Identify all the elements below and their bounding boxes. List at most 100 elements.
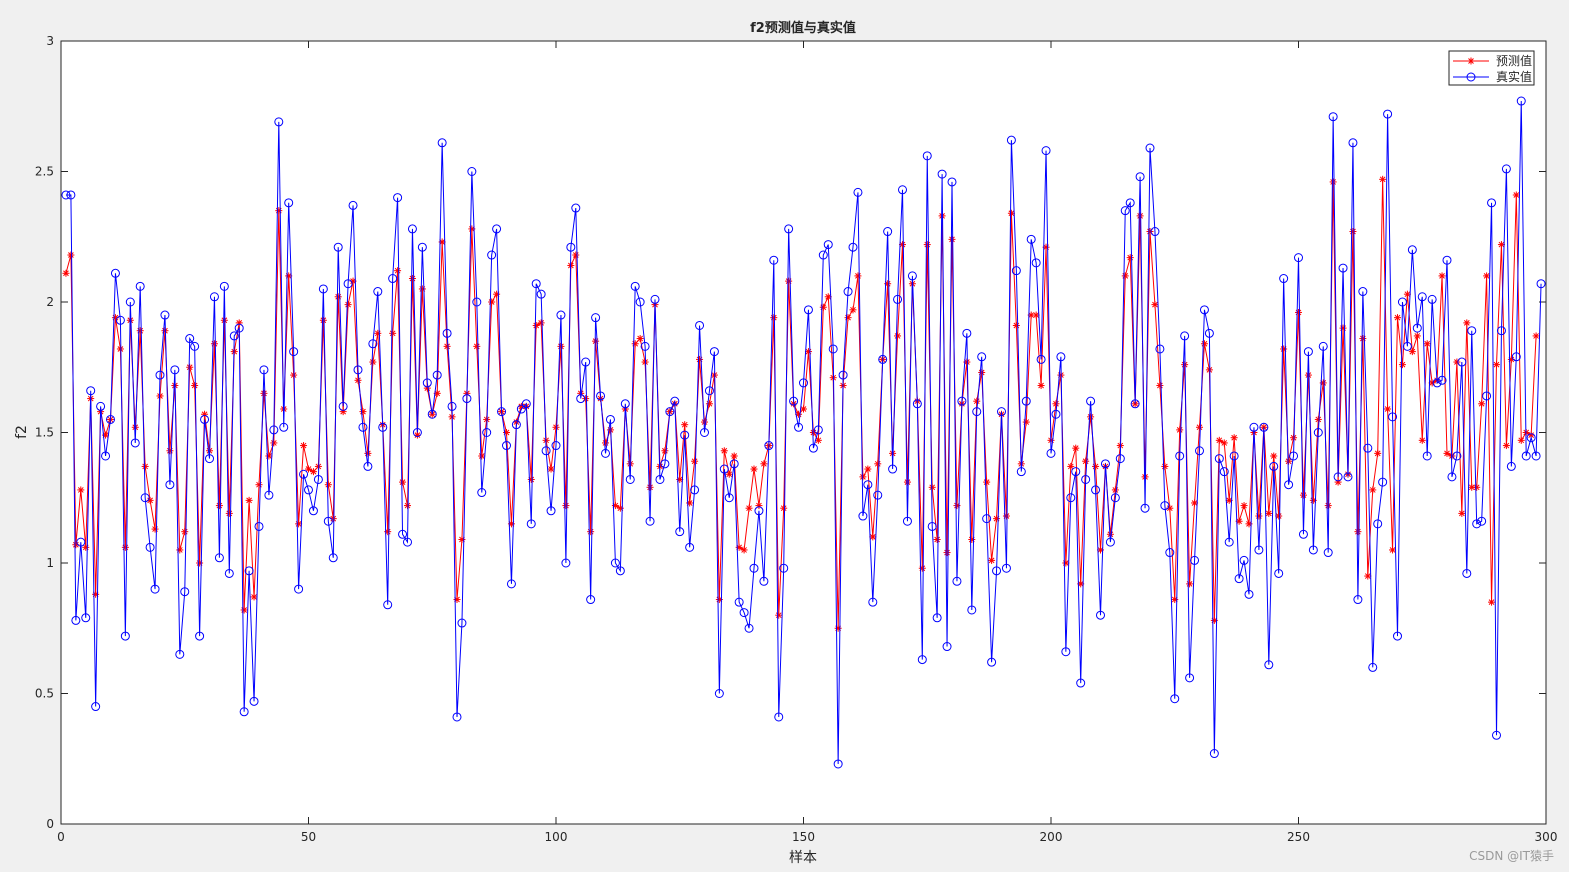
data-point-asterisk [1186,580,1194,588]
data-point-asterisk [1166,504,1174,512]
data-point-asterisk [903,478,911,486]
data-point-circle [239,707,249,717]
data-point-circle [190,341,200,351]
data-point-asterisk [918,564,926,572]
data-point-circle [992,566,1002,576]
data-point-circle [1294,253,1303,263]
data-point-asterisk [894,332,902,340]
data-point-circle [937,169,947,179]
data-point-circle [987,657,997,667]
data-point-circle [180,587,190,597]
data-point-asterisk [602,439,609,447]
legend-item: 真实值 [1453,69,1532,84]
data-point-circle [670,396,680,406]
data-point-asterisk [136,327,144,335]
data-point-circle [323,516,333,526]
data-point-circle [1056,352,1066,362]
legend-item: 预测值 [1453,53,1532,68]
data-point-asterisk [745,504,753,512]
x-axis-ticks: 0 50 100 150 200 250 300 [57,41,1557,844]
data-point-circle [759,576,769,586]
data-point-circle [734,597,744,607]
data-point-asterisk [552,423,560,431]
data-point-circle [1526,433,1536,443]
data-point-asterisk [1215,436,1223,444]
data-point-circle [1254,545,1264,555]
data-point-circle [427,409,437,419]
data-point-circle [160,310,170,320]
data-point-circle [308,506,318,516]
data-point-circle [403,537,412,547]
data-point-circle [1466,72,1476,82]
data-point-circle [917,655,927,665]
data-point-asterisk [1423,340,1431,348]
data-point-circle [447,401,457,411]
data-point-asterisk [681,421,689,429]
data-point-asterisk [785,277,793,285]
data-point-asterisk [220,316,228,324]
data-point-circle [1323,548,1333,558]
x-tick-label: 50 [301,830,316,844]
data-point-asterisk [394,267,402,275]
data-point-circle [1318,341,1328,351]
data-point-asterisk [300,442,308,450]
data-point-circle [912,399,922,409]
data-point-circle [353,365,363,375]
data-point-circle [358,422,368,432]
data-point-asterisk [141,462,149,470]
data-point-asterisk [1438,272,1446,280]
data-point-asterisk [488,298,496,306]
data-point-circle [1234,574,1244,584]
y-tick-label: 0 [46,817,54,831]
data-point-circle [1482,391,1492,401]
data-point-circle [1328,112,1338,122]
data-point-circle [437,138,447,148]
data-point-circle [1536,279,1546,289]
data-point-circle [1462,568,1472,578]
data-point-circle [813,425,823,435]
data-point-asterisk [354,376,362,384]
data-point-circle [1219,467,1229,477]
data-point-circle [680,430,690,440]
data-point-asterisk [181,528,189,536]
data-point-circle [620,399,630,409]
data-point-asterisk [988,556,996,564]
data-point-circle [1160,501,1170,511]
data-point-asterisk [725,470,733,478]
data-point-circle [571,203,581,213]
data-point-circle [1338,263,1348,273]
data-point-circle [1313,428,1323,437]
data-point-asterisk [146,496,154,504]
data-point-circle [101,451,111,461]
data-point-asterisk [646,483,654,491]
data-point-asterisk [305,465,312,473]
series-markers [61,96,1546,769]
data-point-asterisk [1196,423,1203,431]
data-point-asterisk [631,340,639,348]
data-point-circle [1348,138,1358,148]
data-point-asterisk [418,285,426,293]
data-point-asterisk [587,528,595,536]
data-point-asterisk [1067,462,1075,470]
data-point-circle [1427,294,1437,304]
data-point-asterisk [478,452,486,460]
data-point-circle [393,193,403,203]
data-point-circle [373,287,383,297]
data-point-circle [289,347,299,357]
data-point-circle [294,584,304,594]
data-point-asterisk [319,316,327,324]
data-point-circle [962,328,972,338]
data-point-circle [120,631,130,641]
series-line [65,179,1537,629]
data-point-circle [1071,467,1081,477]
data-point-circle [506,579,516,589]
data-point-circle [249,696,259,706]
data-point-circle [1185,673,1195,683]
data-point-asterisk [933,536,941,544]
data-point-asterisk [1200,340,1208,348]
data-point-circle [472,297,482,307]
data-point-circle [1407,245,1417,255]
data-point-asterisk [1384,405,1392,413]
data-point-asterisk [473,342,481,350]
data-point-circle [1308,545,1318,555]
